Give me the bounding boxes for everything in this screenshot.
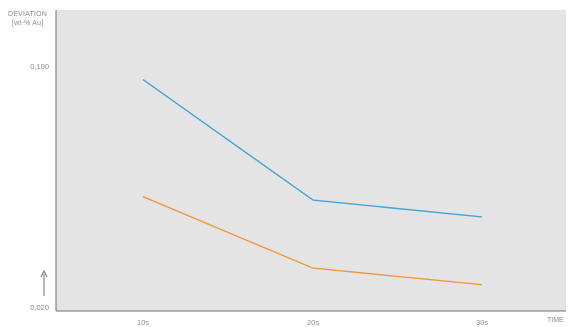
x-axis-label: TIME bbox=[547, 317, 564, 324]
x-tick-label: 20s bbox=[307, 318, 319, 327]
y-tick-label: 0,100 bbox=[30, 62, 49, 71]
y-axis-arrow-icon bbox=[40, 269, 48, 296]
x-tick-label: 30s bbox=[476, 318, 488, 327]
series-line-1 bbox=[142, 79, 483, 218]
series-line-2 bbox=[142, 196, 483, 286]
y-tick-label: 0,020 bbox=[30, 303, 49, 312]
y-axis-label-line1: DEVIATION bbox=[8, 11, 47, 18]
x-tick-label: 10s bbox=[137, 318, 149, 327]
y-axis-label-line2: [wt-% Au] bbox=[12, 20, 43, 27]
plot-area bbox=[56, 10, 566, 311]
